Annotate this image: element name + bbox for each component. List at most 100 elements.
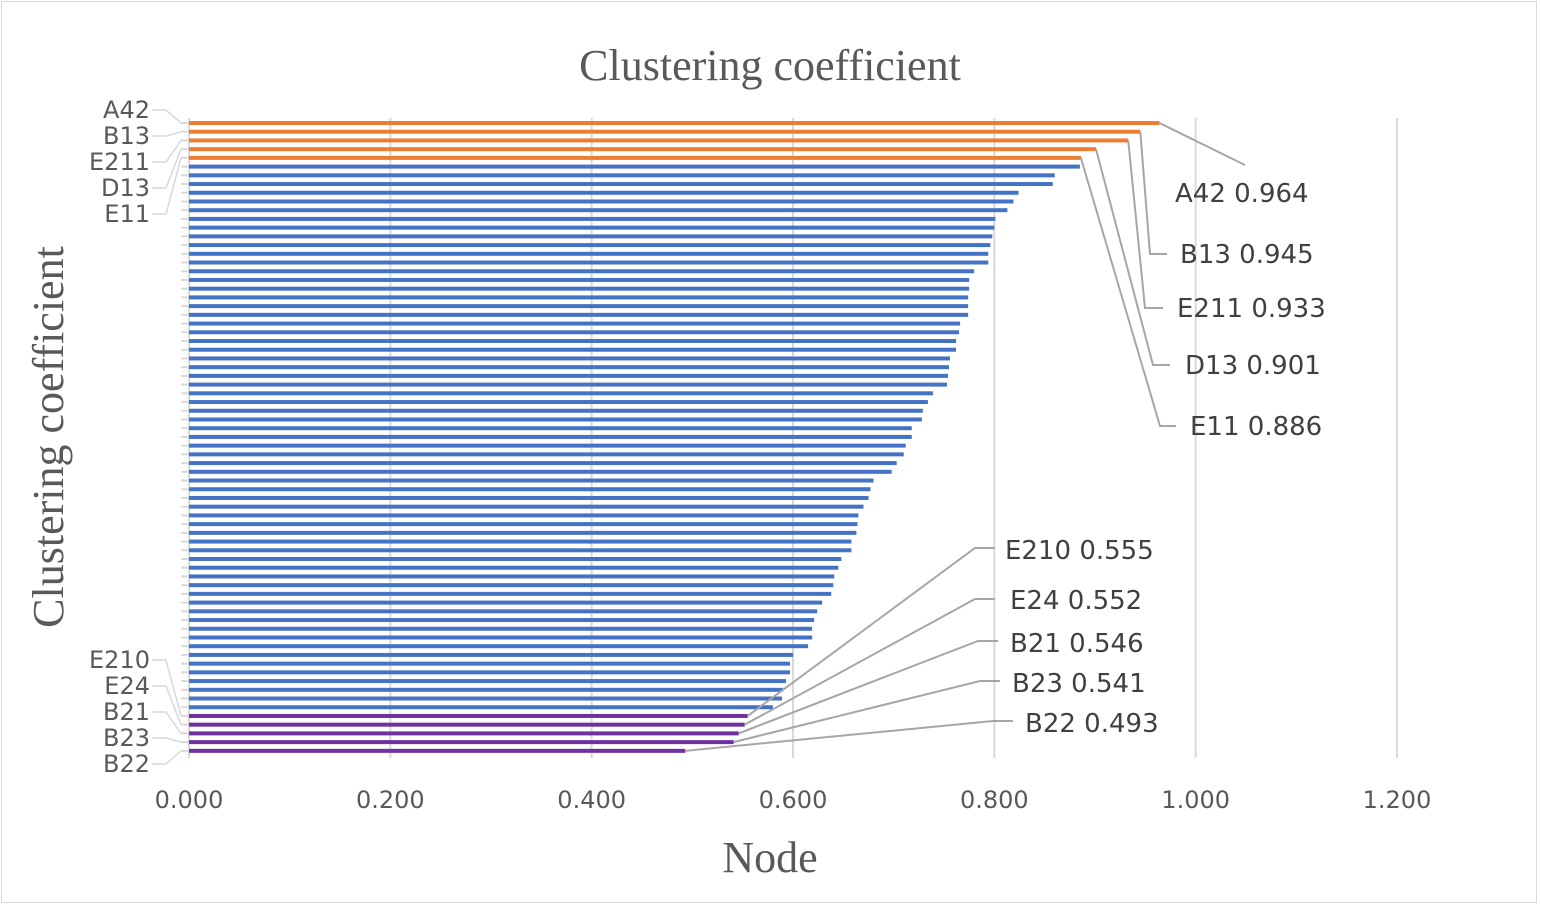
bar-middle: [189, 304, 969, 309]
x-tick-label: 0.200: [356, 786, 425, 814]
bar-middle: [189, 373, 949, 378]
bar-middle: [189, 347, 957, 352]
data-label: E24 0.552: [1010, 586, 1142, 616]
bar-middle: [189, 705, 773, 710]
y-tick-label: B23: [103, 724, 150, 752]
data-label: B13 0.945: [1180, 240, 1314, 270]
leader-line: [1158, 122, 1246, 166]
bar-middle: [189, 652, 793, 657]
bar-middle: [189, 199, 1014, 204]
bar-middle: [189, 600, 823, 605]
bar-middle: [189, 356, 951, 361]
bar-middle: [189, 609, 818, 614]
y-label-leader: [152, 750, 182, 765]
y-tick-label: A42: [103, 96, 150, 124]
bar-middle: [189, 295, 969, 300]
bar-middle: [189, 574, 835, 579]
leader-line: [744, 598, 995, 726]
x-tick-label: 1.000: [1161, 786, 1230, 814]
bar-middle: [189, 679, 786, 684]
bar-middle: [189, 696, 782, 701]
bar-middle: [189, 687, 783, 692]
bar-middle: [189, 260, 989, 265]
y-label-leader: [152, 130, 182, 137]
y-tick-label: B22: [103, 750, 150, 778]
bar-middle: [189, 391, 933, 396]
y-label-leader: [152, 685, 182, 725]
y-tick-label: B21: [103, 698, 150, 726]
bar-middle: [189, 461, 897, 466]
bars: [189, 121, 1160, 753]
data-label: B23 0.541: [1012, 669, 1146, 699]
bar-middle: [189, 670, 790, 675]
bar-middle: [189, 164, 1080, 169]
bar-middle: [189, 190, 1019, 195]
bar-middle: [189, 626, 813, 631]
bar-middle: [189, 443, 906, 448]
x-axis-title: Node: [722, 833, 817, 882]
data-label: E211 0.933: [1177, 294, 1326, 324]
y-label-leader: [152, 711, 182, 734]
bar-middle: [189, 495, 869, 500]
bar-middle: [189, 557, 842, 561]
bar-middle: [189, 522, 858, 527]
bar-middle: [189, 382, 948, 387]
bar-bottom: [189, 722, 745, 727]
bar-middle: [189, 286, 970, 291]
leader-line: [1079, 157, 1176, 427]
data-label: B22 0.493: [1025, 709, 1159, 739]
y-label-leader: [152, 157, 182, 215]
bar-middle: [189, 225, 995, 230]
leader-line: [1139, 131, 1167, 255]
x-tick-label: 0.000: [155, 786, 224, 814]
bar-middle: [189, 234, 993, 239]
y-label-leader: [152, 659, 182, 717]
bar-middle: [189, 426, 912, 431]
bar-top: [189, 138, 1129, 143]
y-tick-label: E210: [89, 646, 150, 674]
bar-middle: [189, 173, 1055, 178]
bar-middle: [189, 487, 871, 492]
data-label: B21 0.546: [1010, 629, 1144, 659]
bar-middle: [189, 417, 922, 422]
bar-top: [189, 121, 1160, 125]
bar-middle: [189, 591, 832, 596]
bar-middle: [189, 478, 874, 483]
leader-line: [738, 640, 998, 735]
bar-middle: [189, 330, 960, 335]
y-tick-label: E11: [104, 200, 150, 228]
chart-title: Clustering coefficient: [579, 41, 961, 90]
y-tick-label: E211: [89, 148, 150, 176]
leader-line: [1095, 148, 1170, 366]
bar-middle: [189, 565, 839, 570]
x-tick-label: 0.600: [759, 786, 828, 814]
y-label-leader: [152, 109, 182, 124]
bar-middle: [189, 408, 923, 413]
bar-middle: [189, 208, 1008, 213]
x-tick-label: 0.800: [960, 786, 1029, 814]
leader-line: [747, 547, 995, 717]
data-labels: A42 0.964 B13 0.945 E211 0.933 D13 0.901 E11…: [685, 122, 1326, 752]
leader-line: [733, 680, 1000, 744]
bar-bottom: [189, 748, 686, 753]
leader-line: [685, 720, 1013, 752]
y-tick-label: B13: [103, 122, 150, 150]
bar-middle: [189, 243, 991, 248]
bar-middle: [189, 530, 857, 535]
bar-middle: [189, 216, 996, 221]
bar-bottom: [189, 740, 734, 745]
bar-middle: [189, 365, 950, 370]
bar-middle: [189, 400, 928, 405]
bar-middle: [189, 644, 809, 649]
y-axis-title: Clustering coefficient: [24, 246, 73, 628]
bar-middle: [189, 452, 904, 457]
y-tick-label: E24: [104, 672, 150, 700]
data-label: E210 0.555: [1005, 536, 1154, 566]
bar-middle: [189, 277, 970, 282]
bar-middle: [189, 321, 961, 326]
bar-middle: [189, 434, 912, 439]
x-tick-label: 1.200: [1363, 786, 1432, 814]
bar-top: [189, 129, 1141, 134]
bar-middle: [189, 469, 892, 474]
